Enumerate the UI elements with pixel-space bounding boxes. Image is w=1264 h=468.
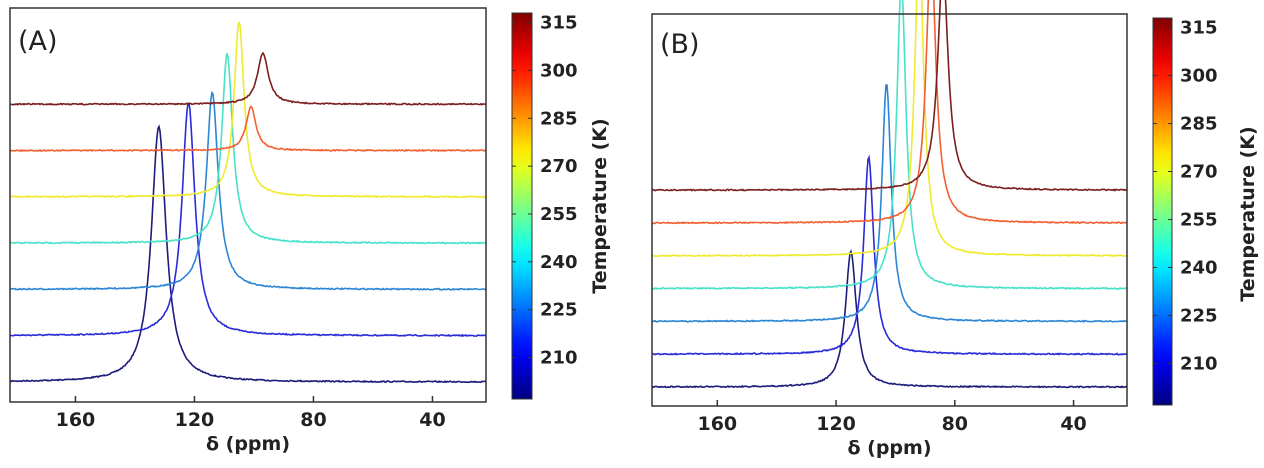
colorbar-tick-label: 255 bbox=[540, 204, 578, 225]
spectrum-210k bbox=[9, 124, 487, 384]
x-tick-label: 40 bbox=[419, 409, 445, 431]
colorbar-tick-label: 210 bbox=[1180, 353, 1218, 374]
x-tick-label: 40 bbox=[1060, 413, 1086, 435]
colorbar-tick-label: 225 bbox=[1180, 305, 1218, 326]
colorbar-tick-label: 300 bbox=[540, 60, 578, 81]
x-tick-label: 160 bbox=[697, 413, 737, 435]
spectrum-240k bbox=[9, 90, 487, 291]
spectrum-285k bbox=[9, 21, 487, 199]
spectrum-225k bbox=[652, 154, 1128, 356]
panel-label: (A) bbox=[18, 26, 58, 57]
colorbar-tick-label: 270 bbox=[540, 156, 578, 177]
spectrum-315k bbox=[10, 51, 486, 106]
spectrum-255k bbox=[9, 53, 487, 245]
colorbar-tick-label: 300 bbox=[1180, 66, 1218, 87]
spectrum-300k bbox=[651, 0, 1128, 225]
plot-frame bbox=[651, 13, 1128, 407]
colorbar-tick-label: 210 bbox=[540, 348, 578, 369]
spectrum-210k bbox=[651, 249, 1128, 389]
spectrum-255k bbox=[651, 0, 1128, 290]
spectrum-285k bbox=[651, 0, 1128, 258]
x-tick-label: 120 bbox=[175, 409, 215, 431]
x-tick-label: 120 bbox=[816, 413, 856, 435]
colorbar-tick-label: 315 bbox=[540, 13, 578, 34]
colorbar-tick-label: 225 bbox=[540, 300, 578, 321]
spectrum-300k bbox=[9, 105, 487, 153]
colorbar-tick-label: 315 bbox=[1180, 18, 1218, 39]
spectrum-315k bbox=[651, 0, 1128, 192]
colorbar-tick-label: 270 bbox=[1180, 162, 1218, 183]
spectrum-240k bbox=[651, 84, 1128, 323]
colorbar-title: Temperature (K) bbox=[1237, 126, 1259, 301]
spectrum-225k bbox=[9, 102, 487, 338]
colorbar-tick-label: 255 bbox=[1180, 209, 1218, 230]
colorbar-tick-label: 240 bbox=[540, 252, 578, 273]
x-tick-label: 160 bbox=[56, 409, 96, 431]
x-axis-label: δ (ppm) bbox=[206, 433, 290, 455]
colorbar bbox=[511, 12, 533, 400]
panel-b: (B) 160 120 80 40 δ (ppm) 315 300 285 270 255 240 22… bbox=[651, 0, 1259, 459]
colorbar-tick-label: 240 bbox=[1180, 257, 1218, 278]
x-tick-label: 80 bbox=[300, 409, 326, 431]
x-tick-label: 80 bbox=[942, 413, 968, 435]
colorbar-tick-label: 285 bbox=[1180, 114, 1218, 135]
colorbar-tick-label: 285 bbox=[540, 108, 578, 129]
x-axis-label: δ (ppm) bbox=[847, 437, 931, 459]
panel-label: (B) bbox=[660, 29, 700, 60]
panel-a: (A) 160 120 80 40 δ (ppm) 315 300 285 270 255 240 22… bbox=[9, 7, 611, 455]
colorbar-title: Temperature (K) bbox=[589, 118, 611, 293]
colorbar bbox=[1152, 17, 1173, 406]
plot-frame bbox=[9, 7, 487, 403]
